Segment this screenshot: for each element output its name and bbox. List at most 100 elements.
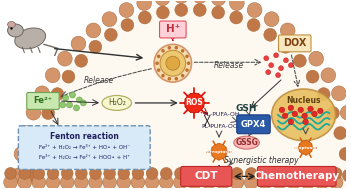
- Circle shape: [154, 44, 192, 82]
- Circle shape: [292, 111, 298, 117]
- Text: H₂O₂: H₂O₂: [108, 98, 126, 107]
- Circle shape: [306, 70, 319, 83]
- Circle shape: [347, 125, 351, 140]
- Circle shape: [60, 175, 74, 189]
- Circle shape: [89, 40, 102, 53]
- Circle shape: [32, 175, 46, 189]
- Circle shape: [289, 63, 293, 68]
- Circle shape: [342, 169, 351, 182]
- Circle shape: [216, 175, 230, 189]
- Text: Release: Release: [214, 61, 244, 70]
- Text: H⁺: H⁺: [166, 25, 180, 34]
- Circle shape: [131, 175, 145, 189]
- Circle shape: [26, 169, 39, 182]
- Circle shape: [80, 100, 86, 106]
- Text: Fe³⁺ + H₂O₂ → Fe²⁺ + HOO• + H⁺: Fe³⁺ + H₂O₂ → Fe²⁺ + HOO• + H⁺: [39, 155, 130, 160]
- FancyBboxPatch shape: [279, 35, 311, 52]
- Circle shape: [279, 66, 284, 71]
- FancyBboxPatch shape: [181, 167, 232, 186]
- Circle shape: [288, 167, 299, 179]
- Circle shape: [230, 11, 243, 24]
- Circle shape: [19, 167, 31, 179]
- Circle shape: [188, 167, 200, 179]
- Text: Nucleus: Nucleus: [286, 96, 321, 105]
- Text: GSH: GSH: [236, 104, 257, 113]
- Circle shape: [174, 77, 178, 81]
- Circle shape: [264, 56, 269, 61]
- Circle shape: [321, 68, 336, 83]
- Circle shape: [29, 148, 42, 160]
- Circle shape: [160, 167, 172, 179]
- Circle shape: [132, 167, 144, 179]
- Text: Ferroptosis: Ferroptosis: [205, 149, 233, 154]
- Circle shape: [185, 55, 189, 58]
- Circle shape: [295, 36, 310, 51]
- FancyBboxPatch shape: [160, 21, 186, 38]
- FancyBboxPatch shape: [257, 167, 336, 186]
- Circle shape: [74, 175, 88, 189]
- Circle shape: [302, 167, 314, 179]
- Circle shape: [340, 105, 351, 120]
- Circle shape: [69, 92, 75, 98]
- Circle shape: [288, 105, 293, 111]
- Text: Apoptosis: Apoptosis: [293, 146, 318, 150]
- Circle shape: [51, 88, 64, 101]
- Circle shape: [284, 58, 289, 63]
- Circle shape: [212, 6, 225, 19]
- Text: Fenton reaction: Fenton reaction: [50, 132, 119, 141]
- Circle shape: [211, 0, 226, 6]
- Circle shape: [317, 88, 330, 101]
- Circle shape: [316, 167, 328, 179]
- Circle shape: [301, 175, 314, 189]
- Circle shape: [269, 63, 274, 68]
- Circle shape: [202, 175, 216, 189]
- Circle shape: [339, 148, 351, 160]
- Circle shape: [266, 70, 271, 75]
- Circle shape: [61, 167, 73, 179]
- Circle shape: [259, 167, 271, 179]
- Circle shape: [138, 11, 151, 24]
- Circle shape: [73, 105, 79, 111]
- Circle shape: [302, 113, 307, 119]
- Circle shape: [14, 146, 29, 161]
- Circle shape: [33, 167, 45, 179]
- Circle shape: [185, 93, 204, 113]
- Text: Synergistic therapy: Synergistic therapy: [224, 156, 299, 165]
- Circle shape: [298, 107, 304, 113]
- Circle shape: [326, 107, 339, 119]
- Text: Release: Release: [84, 76, 114, 85]
- Circle shape: [188, 175, 201, 189]
- Text: Chemotherapy: Chemotherapy: [254, 171, 340, 181]
- Circle shape: [299, 141, 312, 155]
- FancyBboxPatch shape: [18, 126, 150, 170]
- Circle shape: [63, 95, 68, 101]
- Circle shape: [167, 77, 171, 81]
- Circle shape: [192, 0, 207, 3]
- Ellipse shape: [8, 22, 15, 27]
- Circle shape: [331, 86, 346, 101]
- Circle shape: [231, 167, 243, 179]
- Circle shape: [45, 68, 60, 83]
- Text: DOX: DOX: [283, 38, 306, 48]
- Circle shape: [312, 111, 317, 117]
- Circle shape: [274, 53, 279, 58]
- Circle shape: [4, 175, 18, 189]
- Circle shape: [279, 40, 292, 53]
- Circle shape: [258, 175, 272, 189]
- Circle shape: [315, 175, 329, 189]
- Circle shape: [308, 106, 313, 112]
- Text: Fe²⁺: Fe²⁺: [33, 96, 53, 105]
- FancyBboxPatch shape: [27, 92, 59, 109]
- Circle shape: [157, 55, 160, 58]
- Circle shape: [230, 175, 244, 189]
- Circle shape: [104, 167, 115, 179]
- Circle shape: [173, 175, 187, 189]
- Circle shape: [86, 23, 101, 38]
- Circle shape: [185, 68, 189, 72]
- Circle shape: [157, 68, 160, 72]
- Circle shape: [279, 107, 285, 113]
- Circle shape: [121, 19, 134, 31]
- Circle shape: [159, 175, 173, 189]
- Circle shape: [282, 113, 288, 119]
- Circle shape: [102, 12, 117, 27]
